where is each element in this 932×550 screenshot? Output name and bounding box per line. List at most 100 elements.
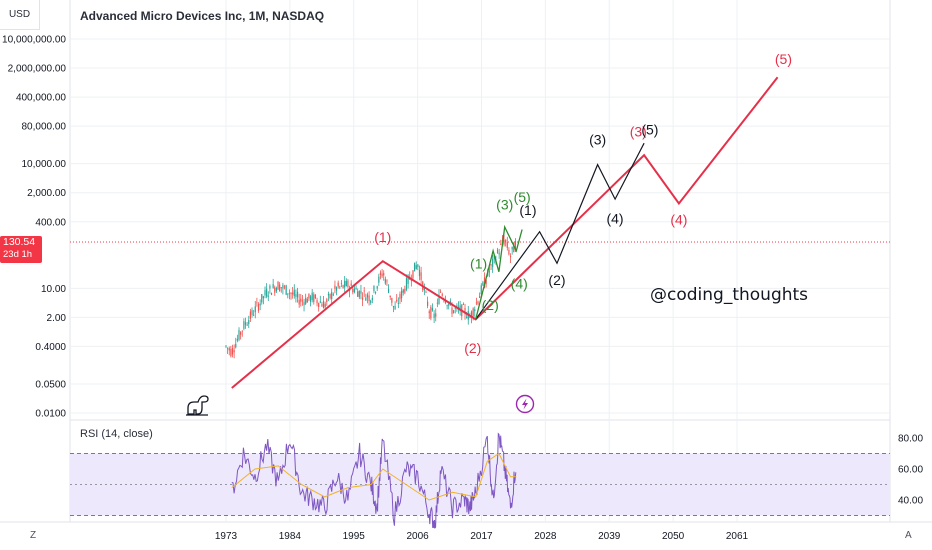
candle-body bbox=[331, 292, 333, 300]
candle-body bbox=[438, 295, 440, 305]
candle-body bbox=[470, 311, 473, 319]
x-tick-label: 1984 bbox=[279, 531, 302, 542]
x-tick-label: 2039 bbox=[598, 531, 621, 542]
currency-label: USD bbox=[0, 0, 40, 30]
candle-body bbox=[459, 305, 461, 312]
candle-body bbox=[329, 293, 331, 299]
candle-body bbox=[490, 264, 492, 266]
candle-body bbox=[300, 298, 302, 302]
candle-body bbox=[249, 311, 251, 319]
candle-body bbox=[404, 288, 406, 293]
candle-body bbox=[295, 294, 297, 297]
price-badge-price: 130.54 bbox=[3, 236, 36, 248]
candle-body bbox=[440, 291, 442, 293]
candle-body bbox=[235, 343, 237, 348]
candle-body bbox=[469, 316, 471, 318]
wave-label-green: (3) bbox=[496, 197, 513, 213]
candle-body bbox=[298, 299, 300, 305]
wave-label-green: (2) bbox=[482, 297, 499, 313]
candle-body bbox=[266, 288, 268, 297]
lightning-bolt bbox=[522, 398, 528, 410]
candle-body bbox=[446, 305, 448, 306]
candle-body bbox=[506, 241, 508, 248]
candle-body bbox=[344, 280, 346, 288]
candle-body bbox=[386, 280, 388, 282]
candle-body bbox=[334, 285, 336, 289]
wave-label-green: (1) bbox=[470, 256, 487, 272]
candle-body bbox=[355, 288, 357, 290]
wave-label-green: (4) bbox=[511, 275, 528, 291]
candle-body bbox=[327, 293, 330, 296]
candle-body bbox=[414, 262, 416, 272]
y-tick-label: 10,000.00 bbox=[22, 159, 67, 170]
candle-body bbox=[347, 280, 349, 287]
candle-body bbox=[513, 242, 515, 253]
candle-body bbox=[282, 284, 284, 289]
candle-body bbox=[262, 296, 264, 299]
x-tick-label: 2061 bbox=[726, 531, 749, 542]
candle-body bbox=[309, 296, 312, 302]
x-tick-label: 2050 bbox=[662, 531, 685, 542]
dinosaur-icon bbox=[186, 395, 209, 416]
candle-body bbox=[280, 287, 282, 289]
candle-body bbox=[293, 289, 295, 297]
candle-body bbox=[381, 273, 383, 277]
candle-body bbox=[448, 303, 450, 306]
candle-body bbox=[274, 287, 276, 293]
y-tick-label: 2,000.00 bbox=[27, 188, 66, 199]
candle-body bbox=[345, 280, 347, 287]
candle-body bbox=[479, 296, 481, 298]
candle-body bbox=[417, 264, 419, 268]
price-badge-countdown: 23d 1h bbox=[3, 249, 33, 260]
candle-body bbox=[405, 278, 408, 290]
candle-body bbox=[253, 314, 255, 316]
candle-body bbox=[402, 289, 404, 293]
x-tick-label: 2028 bbox=[534, 531, 557, 542]
candle-body bbox=[366, 294, 369, 298]
candle-body bbox=[433, 313, 435, 318]
candle-body bbox=[277, 281, 279, 290]
candle-body bbox=[508, 249, 510, 255]
candle-body bbox=[500, 244, 502, 245]
candle-body bbox=[370, 300, 372, 303]
candle-body bbox=[423, 287, 425, 291]
x-tick-label: 2006 bbox=[407, 531, 430, 542]
lightning-icon bbox=[515, 394, 535, 414]
candle-body bbox=[308, 293, 310, 299]
candle-body bbox=[503, 240, 505, 245]
candle-body bbox=[358, 290, 360, 298]
candle-body bbox=[477, 301, 479, 304]
black-wave-line bbox=[475, 142, 645, 320]
candle-body bbox=[306, 298, 308, 303]
candle-body bbox=[225, 345, 227, 347]
y-tick-label: 2,000,000.00 bbox=[8, 64, 67, 75]
candle-body bbox=[420, 272, 422, 280]
candle-body bbox=[246, 324, 248, 326]
rsi-panel-label[interactable]: RSI (14, close) bbox=[80, 428, 153, 440]
candle-body bbox=[350, 283, 352, 286]
zoom-button[interactable]: Z bbox=[30, 530, 37, 541]
candle-body bbox=[261, 294, 263, 303]
candle-body bbox=[316, 300, 318, 304]
y-tick-label: 10.00 bbox=[41, 284, 66, 295]
candle-body bbox=[259, 303, 261, 306]
candle-body bbox=[376, 286, 378, 289]
auto-scale-button[interactable]: A bbox=[905, 530, 912, 541]
candle-body bbox=[488, 271, 490, 273]
wave-label-red: (4) bbox=[670, 212, 687, 228]
candle-body bbox=[466, 316, 468, 318]
y-tick-label: 10,000,000.00 bbox=[2, 35, 66, 46]
watermark-text: @coding_thoughts bbox=[650, 285, 809, 305]
y-tick-label: 0.4000 bbox=[35, 342, 66, 353]
candle-body bbox=[396, 299, 398, 302]
candle-body bbox=[321, 304, 323, 307]
candle-body bbox=[453, 310, 455, 313]
candle-body bbox=[244, 322, 247, 325]
wave-label-black: (5) bbox=[641, 122, 658, 138]
candle-body bbox=[353, 288, 356, 293]
candle-body bbox=[340, 283, 343, 285]
wave-label-black: (1) bbox=[519, 202, 536, 218]
candle-body bbox=[270, 293, 273, 296]
